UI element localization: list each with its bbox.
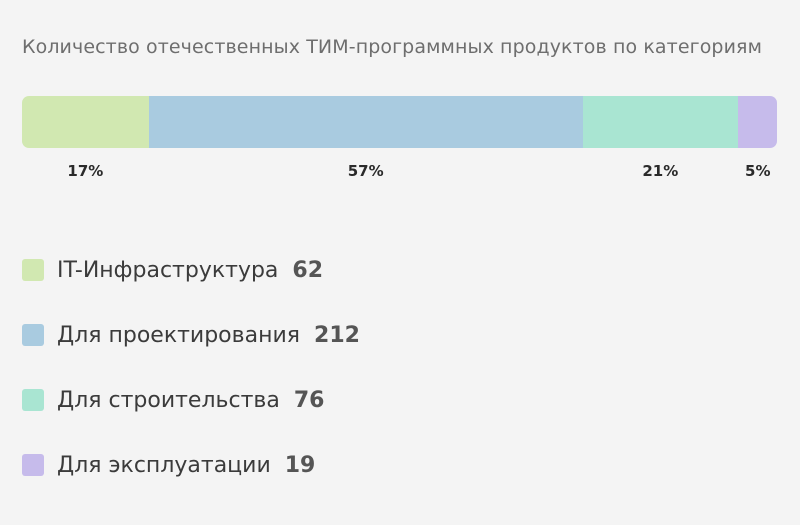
legend-item-4: Для эксплуатации 19 [22, 447, 360, 483]
bar-segment-1 [22, 96, 149, 148]
percent-labels: 17% 57% 21% 5% [22, 162, 777, 186]
legend-label: Для проектирования [57, 322, 301, 348]
legend-label: IT-Инфраструктура [57, 257, 279, 283]
legend-label: Для эксплуатации [57, 452, 271, 478]
legend-value: 19 [284, 452, 316, 478]
legend-swatch [22, 259, 44, 281]
legend-item-1: IT-Инфраструктура 62 [22, 252, 360, 288]
legend-label: Для строительства [57, 387, 280, 413]
legend-value: 76 [293, 387, 325, 413]
stacked-bar [22, 96, 777, 148]
legend-value: 212 [314, 322, 360, 348]
percent-label-1: 17% [67, 162, 104, 180]
chart-title: Количество отечественных ТИМ-программных… [22, 36, 762, 58]
bar-segment-2 [148, 96, 583, 148]
legend-swatch [22, 389, 44, 411]
legend-item-3: Для строительства 76 [22, 382, 360, 418]
percent-label-3: 21% [642, 162, 679, 180]
percent-label-4: 5% [745, 162, 771, 180]
legend: IT-Инфраструктура 62 Для проектирования 212… [22, 252, 360, 483]
legend-swatch [22, 324, 44, 346]
bar-segment-4 [738, 96, 777, 148]
percent-label-2: 57% [347, 162, 384, 180]
bar-segment-3 [582, 96, 739, 148]
legend-value: 62 [292, 257, 324, 283]
legend-item-2: Для проектирования 212 [22, 317, 360, 353]
legend-swatch [22, 454, 44, 476]
